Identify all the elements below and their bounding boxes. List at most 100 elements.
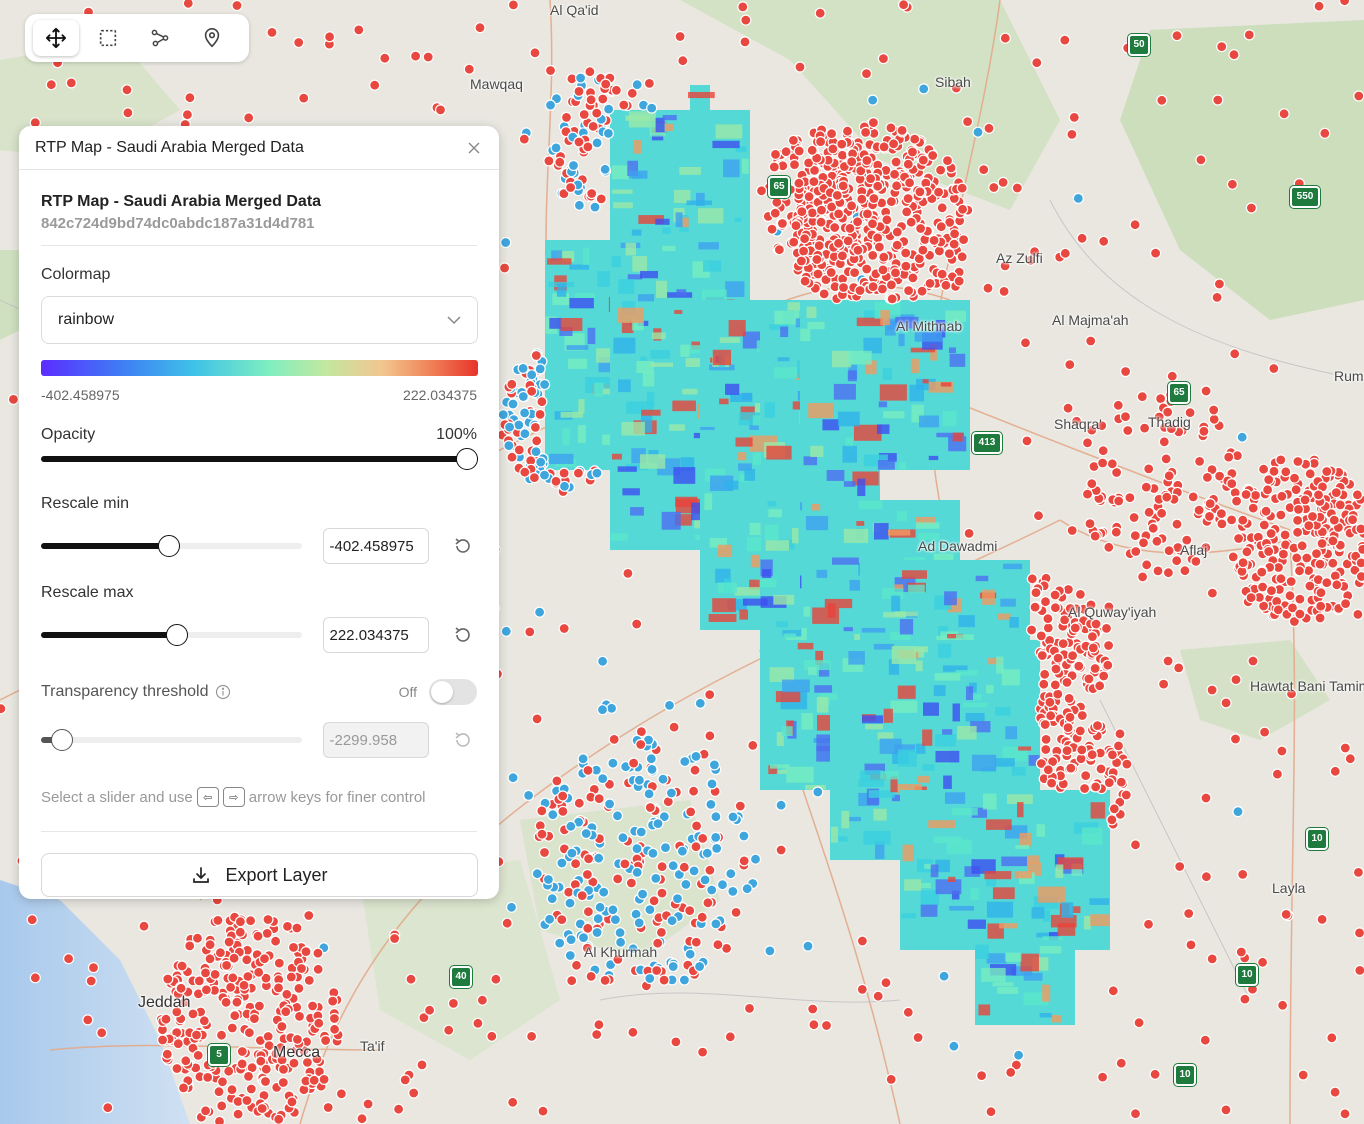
opacity-label: Opacity <box>41 426 96 443</box>
colormap-label: Colormap <box>41 266 111 283</box>
arrow-right-key-icon: ⇨ <box>222 787 245 807</box>
layer-settings-panel: RTP Map - Saudi Arabia Merged Data RTP M… <box>19 126 499 899</box>
road-shield-icon: 550 <box>1290 186 1320 208</box>
transparency-label-group: Transparency threshold <box>41 683 231 701</box>
rescale-min-slider[interactable] <box>41 534 302 558</box>
transparency-reset-button[interactable] <box>449 726 477 754</box>
keyboard-hint: Select a slider and use ⇦ ⇨ arrow keys f… <box>41 787 477 807</box>
place-label: Ad Dawadmi <box>918 538 998 554</box>
opacity-value: 100% <box>436 426 477 443</box>
place-label: Al Qa'id <box>550 2 599 18</box>
road-shield-icon: 5 <box>208 1044 230 1066</box>
move-icon <box>45 27 67 49</box>
rescale-min-reset-button[interactable] <box>449 532 477 560</box>
hint-text-before: Select a slider and use <box>41 788 193 806</box>
colormap-range: -402.458975 222.034375 <box>41 387 477 403</box>
arrow-left-key-icon: ⇦ <box>196 787 219 807</box>
rescale-max-label: Rescale max <box>41 584 134 601</box>
hint-text-after: arrow keys for finer control <box>248 788 426 806</box>
transparency-state: Off <box>398 684 417 700</box>
path-tool-button[interactable] <box>137 20 183 56</box>
layer-name: RTP Map - Saudi Arabia Merged Data <box>41 193 322 210</box>
road-shield-icon: 40 <box>450 966 472 988</box>
dashed-rectangle-icon <box>99 29 117 47</box>
map-pin-icon <box>204 28 220 48</box>
place-label: Al Mithnab <box>896 318 963 334</box>
transparency-row: Transparency threshold Off <box>41 679 477 705</box>
close-icon <box>468 142 480 153</box>
slider-thumb[interactable] <box>50 729 73 751</box>
rtp-raster-layer <box>545 85 1110 1025</box>
opacity-slider[interactable] <box>41 447 478 471</box>
panel-header: RTP Map - Saudi Arabia Merged Data <box>19 126 499 170</box>
map-toolbar <box>25 14 249 62</box>
place-label: Sibah <box>935 74 971 90</box>
divider <box>41 831 477 832</box>
marker-tool-button[interactable] <box>189 20 235 56</box>
rescale-min-label: Rescale min <box>41 495 130 512</box>
place-label: Al Khurmah <box>584 944 658 960</box>
place-label: Hawtat Bani Tamim <box>1250 678 1364 694</box>
opacity-row: Opacity 100% <box>41 426 477 444</box>
transparency-toggle-group: Off <box>399 679 477 705</box>
info-icon[interactable] <box>215 684 231 700</box>
reset-icon <box>455 627 470 642</box>
reset-icon <box>455 538 470 553</box>
place-label: Layla <box>1272 880 1306 896</box>
slider-fill <box>41 456 478 462</box>
layer-id: 842c724d9bd74dc0abdc187a31d4d781 <box>41 215 315 232</box>
chevron-down-icon <box>447 315 461 324</box>
place-label: Jeddah <box>138 994 191 1011</box>
rescale-min-input[interactable]: -402.458975 <box>322 528 429 564</box>
transparency-slider[interactable] <box>41 728 302 752</box>
colormap-select[interactable]: rainbow <box>41 296 478 344</box>
place-label: Aflaj <box>1180 542 1208 558</box>
pan-tool-button[interactable] <box>33 20 79 56</box>
place-label: Rumah <box>1334 368 1364 384</box>
reset-icon <box>455 732 470 747</box>
panel-title: RTP Map - Saudi Arabia Merged Data <box>35 138 304 156</box>
place-label: Mawqaq <box>470 76 523 92</box>
select-tool-button[interactable] <box>85 20 131 56</box>
place-label: Az Zulfi <box>996 250 1043 266</box>
place-label: Al Quway'iyah <box>1068 604 1157 620</box>
divider <box>41 245 477 246</box>
slider-track <box>41 737 302 743</box>
slider-thumb[interactable] <box>456 448 478 470</box>
range-min: -402.458975 <box>41 387 120 403</box>
transparency-input[interactable]: -2299.958 <box>322 722 429 758</box>
road-shield-icon: 65 <box>1168 382 1190 404</box>
rescale-max-reset-button[interactable] <box>449 621 477 649</box>
road-shield-icon: 10 <box>1306 828 1328 850</box>
place-label: Thadig <box>1148 414 1191 430</box>
slider-fill <box>41 632 177 638</box>
road-shield-icon: 65 <box>768 176 790 198</box>
rescale-min-row: -402.458975 <box>41 528 477 564</box>
close-button[interactable] <box>465 139 483 157</box>
range-max: 222.034375 <box>403 387 477 403</box>
rescale-max-input[interactable]: 222.034375 <box>322 617 429 653</box>
colormap-gradient <box>41 360 478 376</box>
place-label: Mecca <box>273 1044 321 1061</box>
export-layer-label: Export Layer <box>225 864 328 885</box>
rescale-max-slider[interactable] <box>41 623 302 647</box>
road-shield-icon: 50 <box>1128 34 1150 56</box>
transparency-slider-row: -2299.958 <box>41 722 477 758</box>
slider-thumb[interactable] <box>157 535 180 557</box>
colormap-value: rainbow <box>58 311 115 328</box>
export-layer-button[interactable]: Export Layer <box>41 853 478 897</box>
road-shield-icon: 10 <box>1174 1064 1196 1086</box>
place-label: Shaqra' <box>1054 416 1102 432</box>
road-shield-icon: 413 <box>972 432 1002 454</box>
rescale-max-row: 222.034375 <box>41 617 477 653</box>
transparency-toggle[interactable] <box>429 679 477 705</box>
route-icon <box>151 29 169 47</box>
toggle-knob <box>431 681 453 703</box>
slider-thumb[interactable] <box>165 624 188 646</box>
road-shield-icon: 10 <box>1236 964 1258 986</box>
place-label: Al Majma'ah <box>1052 312 1129 328</box>
download-icon <box>193 867 210 883</box>
place-label: Ta'if <box>360 1038 385 1054</box>
slider-fill <box>41 543 169 549</box>
transparency-label: Transparency threshold <box>41 683 209 700</box>
